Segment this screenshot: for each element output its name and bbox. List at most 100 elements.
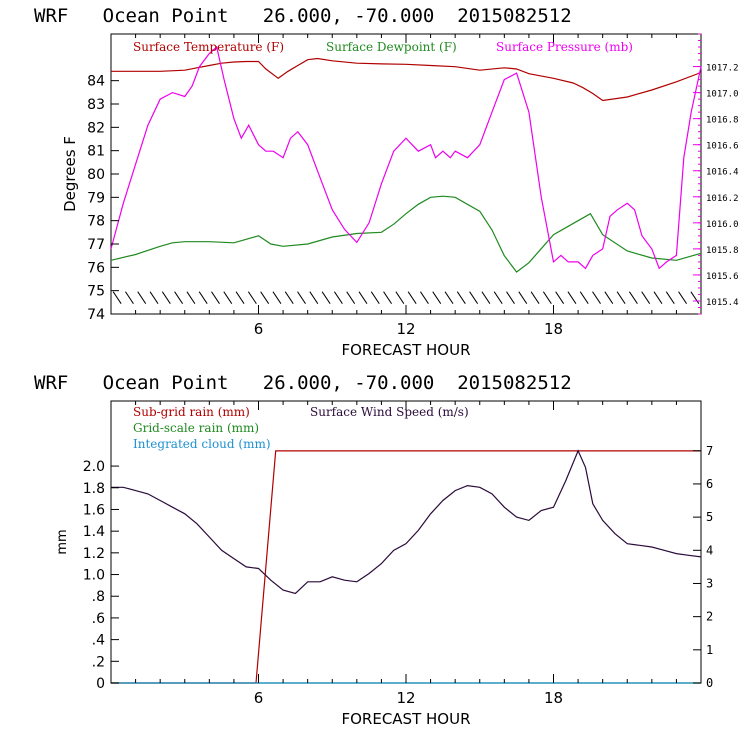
wind-barb xyxy=(407,291,417,304)
bottom-y-tick-label: .6 xyxy=(92,611,105,627)
wind-barb xyxy=(198,291,208,304)
legend-subgrid-rain: Sub-grid rain (mm) xyxy=(133,405,250,419)
top-chart-title: WRF Ocean Point 26.000, -70.000 20150825… xyxy=(34,5,572,27)
bottom-y-tick-label: .4 xyxy=(92,633,105,649)
wind-barb xyxy=(260,291,270,304)
top-y-tick-label: 84 xyxy=(87,74,105,90)
wind-barb xyxy=(653,291,663,304)
wind-barb xyxy=(567,291,577,304)
legend-temperature: Surface Temperature (F) xyxy=(133,40,284,54)
top-x-tick-label: 18 xyxy=(544,320,563,338)
wind-barb xyxy=(358,291,368,304)
series-sub-grid-rain-mm xyxy=(111,450,701,684)
wind-barb xyxy=(272,291,282,304)
wind-barb xyxy=(542,291,552,304)
top-x-tick-label: 6 xyxy=(254,320,264,338)
wind-barb xyxy=(592,291,601,304)
top-x-tick-label: 12 xyxy=(396,320,415,338)
bottom-y-tick-label: 1.4 xyxy=(83,524,105,540)
wind-barb xyxy=(432,291,442,304)
bottom-y2-tick-label: 4 xyxy=(706,543,713,557)
series-surface-temperature-f xyxy=(111,57,702,102)
top-plot-frame xyxy=(110,33,702,315)
top-y-tick-label: 82 xyxy=(87,120,105,136)
wind-barb xyxy=(579,291,589,304)
bottom-y2-tick-label: 1 xyxy=(706,643,713,657)
top-y2-tick-label: 1016.8 xyxy=(706,116,739,126)
bottom-y2-tick-label: 3 xyxy=(706,576,713,590)
wind-barb xyxy=(481,291,491,304)
wind-barb xyxy=(420,291,429,304)
bottom-y-tick-label: 0 xyxy=(96,676,105,692)
series-surface-dewpoint-f xyxy=(110,195,702,273)
wind-barb xyxy=(370,291,380,304)
top-y2-tick-label: 1017.2 xyxy=(706,64,739,74)
top-y2-tick-label: 1016.0 xyxy=(706,220,739,230)
bottom-x-axis-label: FORECAST HOUR xyxy=(341,710,470,728)
wind-barb xyxy=(616,291,626,304)
bottom-chart-title: WRF Ocean Point 26.000, -70.000 20150825… xyxy=(34,372,572,394)
top-y-tick-label: 75 xyxy=(87,284,105,300)
top-y-tick-label: 78 xyxy=(87,214,105,230)
bottom-y-tick-label: 1.2 xyxy=(83,546,105,562)
wind-barb xyxy=(690,291,700,304)
legend-integrated-cloud: Integrated cloud (mm) xyxy=(133,437,271,451)
wind-barb xyxy=(641,291,651,304)
top-y2-tick-label: 1015.6 xyxy=(706,272,739,282)
wind-barb xyxy=(530,291,540,304)
top-y2-tick-label: 1015.8 xyxy=(706,246,739,256)
top-y2-tick-label: 1017.0 xyxy=(706,90,739,100)
wind-barb xyxy=(665,291,675,304)
wind-barb xyxy=(469,291,479,304)
bottom-y2-tick-label: 2 xyxy=(706,610,713,624)
top-y-tick-label: 77 xyxy=(87,237,105,253)
bottom-y-tick-label: 1.8 xyxy=(83,481,105,497)
top-y-tick-label: 80 xyxy=(87,167,105,183)
wind-barb xyxy=(149,291,159,304)
wind-barb xyxy=(555,291,565,304)
bottom-x-tick-label: 12 xyxy=(396,689,415,707)
wind-barb xyxy=(493,291,503,304)
legend-pressure: Surface Pressure (mb) xyxy=(496,40,633,54)
wind-barb xyxy=(137,291,147,304)
top-chart: WRF Ocean Point 26.000, -70.000 20150825… xyxy=(34,5,739,359)
bottom-y-axis-label: mm xyxy=(55,529,70,554)
wind-barb xyxy=(628,291,638,304)
top-y-tick-label: 79 xyxy=(87,190,105,206)
wind-barb xyxy=(309,291,319,304)
wind-barb xyxy=(321,291,331,304)
top-y-tick-label: 76 xyxy=(87,260,105,276)
wind-barb xyxy=(235,291,245,304)
top-y2-tick-label: 1015.4 xyxy=(706,298,739,308)
bottom-x-tick-label: 6 xyxy=(254,689,264,707)
wind-barb xyxy=(112,291,122,304)
bottom-y-tick-label: .2 xyxy=(92,654,105,670)
bottom-y-tick-label: 1.0 xyxy=(83,568,105,584)
wind-barb xyxy=(333,291,343,304)
top-y-tick-label: 83 xyxy=(87,97,105,113)
legend-dewpoint: Surface Dewpoint (F) xyxy=(326,40,457,54)
series-surface-wind-speed-m-s xyxy=(111,449,702,595)
wind-barb xyxy=(174,291,184,304)
wind-barb xyxy=(395,291,405,304)
bottom-y-tick-label: 2.0 xyxy=(83,459,105,475)
legend-gridscale-rain: Grid-scale rain (mm) xyxy=(133,421,259,435)
top-y-tick-label: 74 xyxy=(87,307,105,323)
bottom-y2-tick-label: 5 xyxy=(706,510,713,524)
series-surface-pressure-mb xyxy=(110,45,702,270)
wind-barb xyxy=(161,291,171,304)
wind-barb xyxy=(125,291,134,304)
bottom-chart: WRF Ocean Point 26.000, -70.000 20150825… xyxy=(34,372,713,728)
wind-barb xyxy=(518,291,528,304)
wind-barb xyxy=(456,291,466,304)
top-series-lines xyxy=(110,45,702,273)
wind-barb xyxy=(346,291,356,304)
bottom-y-tick-label: 1.6 xyxy=(83,502,105,518)
top-y-axis-label: Degrees F xyxy=(61,136,79,212)
wind-barb xyxy=(678,291,687,304)
wind-barb xyxy=(297,291,306,304)
top-y2-tick-label: 1016.2 xyxy=(706,194,739,204)
wind-barb xyxy=(604,291,614,304)
